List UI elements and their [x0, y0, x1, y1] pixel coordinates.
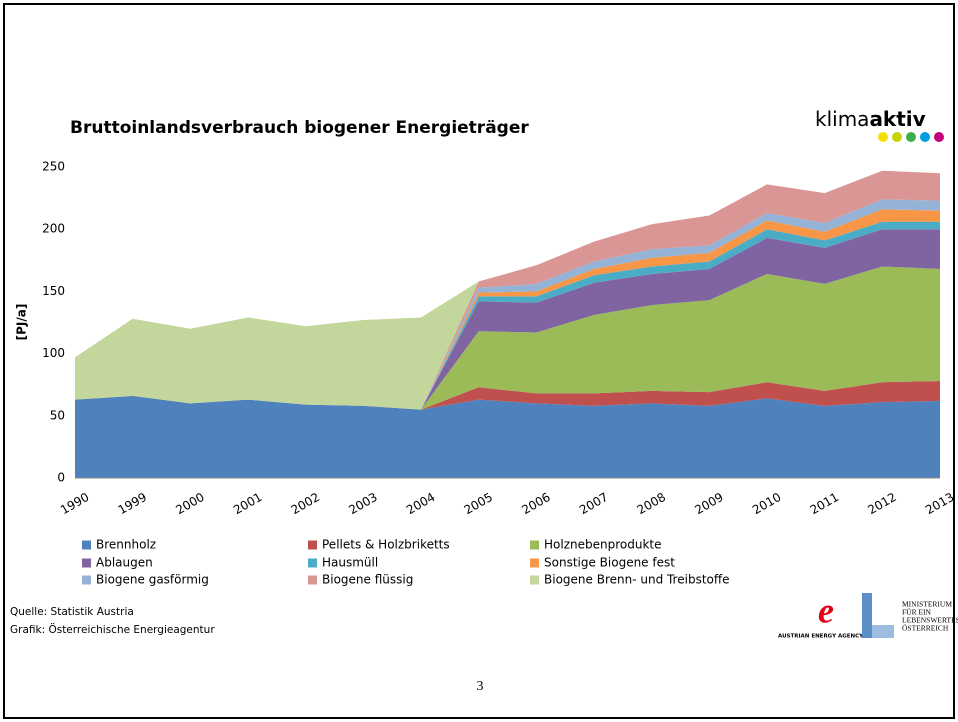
legend-swatch — [530, 540, 539, 550]
legend-label: Biogene Brenn- und Treibstoffe — [544, 573, 730, 587]
legend-swatch — [82, 558, 91, 568]
chart-title: Bruttoinlandsverbrauch biogener Energiet… — [70, 118, 529, 138]
legend-swatch — [530, 575, 539, 585]
ministry-mark — [862, 593, 872, 638]
ministry-logo: MINISTERIUM FÜR EIN LEBENSWERTES ÖSTERRE… — [862, 593, 958, 638]
y-tick-label: 50 — [50, 408, 65, 422]
legend-swatch — [308, 558, 317, 568]
legend-label: Holznebenprodukte — [544, 538, 661, 552]
y-tick-label: 0 — [57, 471, 65, 485]
area — [75, 266, 940, 410]
legend-label: Biogene flüssig — [322, 573, 413, 587]
legend-swatch — [308, 540, 317, 550]
legend-label: Pellets & Holzbriketts — [322, 538, 450, 552]
agency-logo: e AUSTRIAN ENERGY AGENCY — [778, 590, 864, 639]
y-tick-label: 100 — [42, 346, 65, 360]
source-text: Grafik: Österreichische Energieagentur — [10, 623, 215, 636]
legend-swatch — [82, 575, 91, 585]
logo-dot — [934, 132, 944, 142]
area — [75, 380, 940, 410]
legend-label: Biogene gasförmig — [96, 573, 209, 587]
area — [75, 170, 940, 410]
y-tick-label: 200 — [42, 222, 65, 236]
logo-light: klimaaktiv — [815, 107, 926, 131]
legend-label: Sonstige Biogene fest — [544, 556, 675, 570]
ministry-text: FÜR EIN — [902, 608, 932, 617]
logo-dot — [878, 132, 888, 142]
legend-label: Brennholz — [96, 538, 156, 552]
logo: klimaaktiv — [815, 107, 944, 142]
agency-mark: e — [818, 590, 834, 630]
ministry-mark — [872, 625, 894, 638]
logo-dot — [906, 132, 916, 142]
logo-dot — [920, 132, 930, 142]
legend-label: Ablaugen — [96, 556, 153, 570]
area — [75, 229, 940, 410]
agency-name: AUSTRIAN ENERGY AGENCY — [778, 634, 864, 640]
legend-swatch — [82, 540, 91, 550]
source-text: Quelle: Statistik Austria — [10, 606, 134, 618]
ministry-text: LEBENSWERTES — [902, 616, 958, 625]
page-number: 3 — [477, 679, 484, 694]
logo-dot — [892, 132, 902, 142]
legend-swatch — [530, 558, 539, 568]
y-tick-label: 150 — [42, 284, 65, 298]
y-tick-label: 250 — [42, 160, 65, 174]
ministry-text: ÖSTERREICH — [902, 624, 949, 633]
area — [75, 209, 940, 410]
legend-label: Hausmüll — [322, 556, 378, 570]
area — [75, 170, 940, 410]
area — [75, 199, 940, 410]
y-axis-label: [PJ/a] — [15, 304, 29, 341]
area — [75, 395, 940, 478]
legend-swatch — [308, 575, 317, 585]
ministry-text: MINISTERIUM — [902, 600, 952, 609]
